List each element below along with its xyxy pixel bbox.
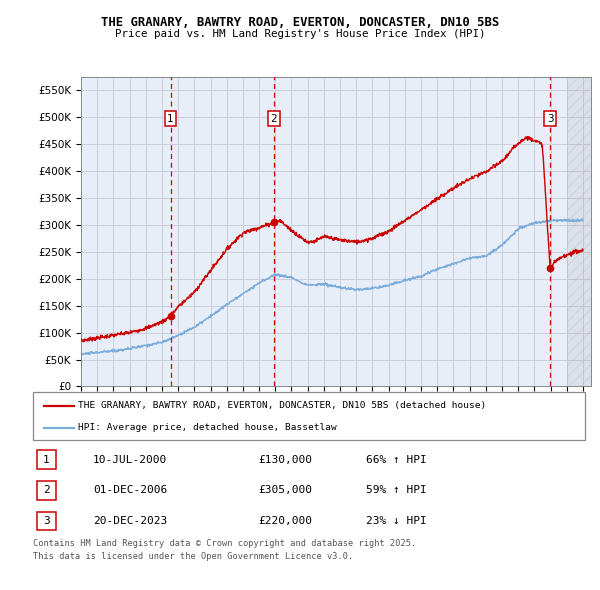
Text: 20-DEC-2023: 20-DEC-2023 xyxy=(93,516,167,526)
Text: £305,000: £305,000 xyxy=(258,486,312,495)
Text: 23% ↓ HPI: 23% ↓ HPI xyxy=(366,516,427,526)
Text: 59% ↑ HPI: 59% ↑ HPI xyxy=(366,486,427,495)
Text: 3: 3 xyxy=(43,516,50,526)
Bar xyxy=(567,77,591,386)
Text: HPI: Average price, detached house, Bassetlaw: HPI: Average price, detached house, Bass… xyxy=(78,423,337,432)
Text: 66% ↑ HPI: 66% ↑ HPI xyxy=(366,455,427,464)
Text: £220,000: £220,000 xyxy=(258,516,312,526)
Text: 10-JUL-2000: 10-JUL-2000 xyxy=(93,455,167,464)
Text: Contains HM Land Registry data © Crown copyright and database right 2025.: Contains HM Land Registry data © Crown c… xyxy=(33,539,416,548)
Text: 01-DEC-2006: 01-DEC-2006 xyxy=(93,486,167,495)
Text: 1: 1 xyxy=(43,455,50,464)
Text: Price paid vs. HM Land Registry's House Price Index (HPI): Price paid vs. HM Land Registry's House … xyxy=(115,29,485,39)
Text: THE GRANARY, BAWTRY ROAD, EVERTON, DONCASTER, DN10 5BS: THE GRANARY, BAWTRY ROAD, EVERTON, DONCA… xyxy=(101,16,499,29)
Text: 2: 2 xyxy=(43,486,50,495)
Text: £130,000: £130,000 xyxy=(258,455,312,464)
Text: 3: 3 xyxy=(547,113,553,123)
Text: This data is licensed under the Open Government Licence v3.0.: This data is licensed under the Open Gov… xyxy=(33,552,353,561)
Text: 1: 1 xyxy=(167,113,174,123)
Text: THE GRANARY, BAWTRY ROAD, EVERTON, DONCASTER, DN10 5BS (detached house): THE GRANARY, BAWTRY ROAD, EVERTON, DONCA… xyxy=(78,401,486,410)
Text: 2: 2 xyxy=(271,113,277,123)
